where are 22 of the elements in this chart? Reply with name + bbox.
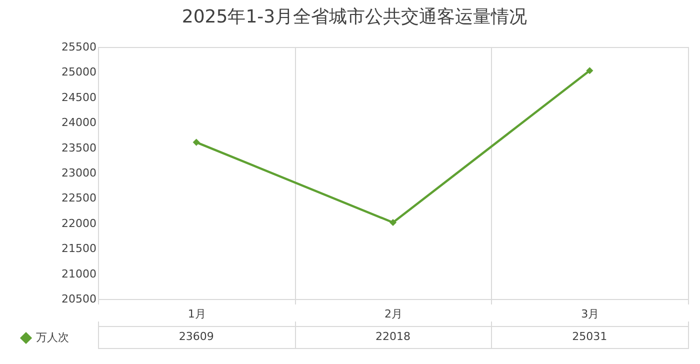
y-tick-label: 22000: [62, 216, 96, 230]
x-tick-label: 1月: [188, 308, 206, 320]
point: [586, 67, 594, 74]
y-tick-label: 20500: [62, 292, 96, 306]
point: [192, 138, 200, 146]
y-tick-label: 23500: [62, 141, 96, 154]
data-label: 23609: [178, 330, 214, 343]
x-tick-label: 2月: [384, 308, 402, 320]
point: [389, 218, 397, 226]
y-tick-label: 23000: [62, 166, 96, 180]
y-tick-label: 24000: [62, 116, 96, 130]
y-tick-label: 25000: [62, 66, 96, 79]
y-tick-label: 21000: [62, 267, 96, 280]
legend-label: 万人次: [36, 331, 69, 344]
y-tick-label: 24500: [62, 90, 96, 104]
data-label: 25031: [572, 330, 608, 343]
data-label: 22018: [376, 330, 410, 343]
y-tick-label: 25500: [62, 40, 96, 54]
x-tick-label: 3月: [581, 308, 600, 320]
chart-title: 2025年1-3月全省城市公共交通客运量情况: [182, 6, 528, 28]
y-tick-label: 21500: [62, 242, 96, 256]
y-tick-label: 22500: [62, 192, 96, 205]
